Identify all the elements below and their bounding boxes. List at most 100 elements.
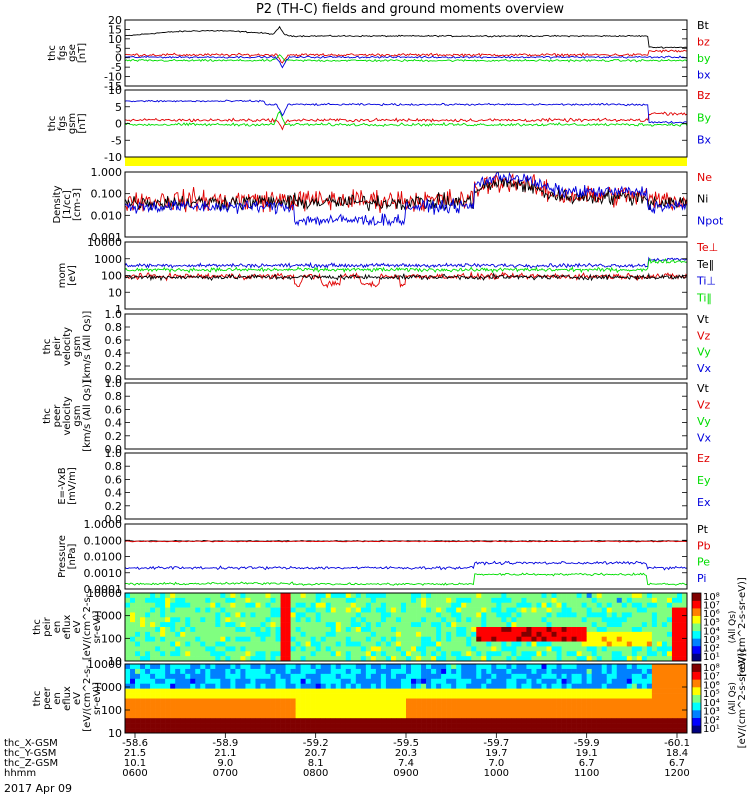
x-tick-label: -58.6 — [122, 738, 148, 749]
y-tick-label: 0.0001 — [84, 583, 123, 596]
legend-Pe: Pe — [697, 556, 710, 569]
y-tick-label: 0.2 — [105, 500, 123, 513]
y-tick-label: 1.0 — [105, 377, 123, 390]
x-tick-label: 19.7 — [485, 748, 507, 759]
panel-frame — [124, 452, 688, 520]
y-tick-label: 0.6 — [105, 473, 123, 486]
y-axis-label: velocity — [62, 327, 73, 366]
y-tick-label: 0.8 — [105, 321, 123, 334]
legend-Vt: Vt — [697, 313, 710, 326]
x-tick-label: 20.3 — [395, 748, 417, 759]
y-tick-label: 100 — [101, 270, 122, 283]
legend-Ez: Ez — [697, 452, 710, 465]
y-tick-label: -5 — [111, 61, 122, 74]
series-line-By — [124, 110, 688, 127]
y-axis-label: en — [52, 692, 63, 705]
series-line-Pb — [124, 540, 688, 543]
legend-Bz: Bz — [697, 89, 711, 102]
y-tick-label: 1.0 — [105, 308, 123, 321]
y-tick-label: 1000 — [94, 610, 122, 623]
y-tick-label: 0 — [115, 52, 122, 65]
data-quality-bar — [125, 157, 687, 166]
y-axis-label: eflux — [62, 615, 73, 640]
colorbar-tick: 10³ — [703, 707, 720, 718]
x-tick-label: 21.1 — [214, 748, 236, 759]
y-tick-label: 0.0010 — [84, 567, 123, 580]
y-axis-label: peer — [42, 686, 53, 710]
y-tick-label: 0.100 — [91, 188, 123, 201]
y-axis-label: thc — [32, 619, 43, 635]
legend-Vz: Vz — [697, 399, 711, 412]
series-line-bz — [124, 49, 688, 64]
y-tick-label: 0.1000 — [84, 534, 123, 547]
y-tick-label: 0.8 — [105, 460, 123, 473]
y-axis-label: [cm-3] — [72, 188, 83, 221]
y-axis-label: [km/s (All Qs)] — [82, 380, 93, 452]
colorbar-tick: 10⁴ — [703, 626, 720, 637]
colorbar-tick: 10² — [703, 715, 720, 726]
panel-7: 1.0000 0.1000 0.0100 0.0010 0.0001 Pressure [n… — [57, 518, 711, 596]
y-tick-label: 1000 — [94, 681, 122, 694]
colorbar-label: [eV/(cm^2-s-sr-eV)] — [737, 649, 748, 749]
y-tick-label: 5 — [115, 101, 122, 114]
y-tick-label: 10000 — [87, 658, 122, 671]
x-row-label: thc_X-GSM — [4, 738, 58, 749]
panel-frame — [124, 382, 688, 450]
y-axis-label: gsm — [72, 336, 83, 357]
y-tick-label: 20 — [108, 14, 122, 27]
y-tick-label: 100 — [101, 704, 122, 717]
x-tick-label: 1100 — [574, 768, 599, 779]
y-tick-label: 0.001 — [91, 231, 123, 244]
legend-by: by — [697, 52, 711, 65]
colorbar-tick: 10¹ — [703, 652, 720, 663]
y-axis-label: Pressure — [57, 535, 68, 578]
series-line-Ni — [124, 176, 688, 212]
legend-Vx: Vx — [697, 362, 712, 375]
y-tick-label: 0.0 — [105, 513, 123, 526]
colorbar-tick: 10³ — [703, 635, 720, 646]
colorbar-tick: 10² — [703, 643, 720, 654]
y-axis-label: Density — [52, 185, 63, 223]
x-tick-label: 19.1 — [576, 748, 598, 759]
y-tick-label: 0.2 — [105, 360, 123, 373]
panel-3: 10000 1000 100 10 1 mom [eV] Te⊥ Te‖ Ti⊥ Ti‖ — [57, 236, 718, 316]
y-tick-label: 1.000 — [91, 166, 123, 179]
y-tick-label: -10 — [104, 71, 122, 84]
y-tick-label: 100 — [101, 632, 122, 645]
series-line-Ti‖ — [124, 257, 688, 274]
y-tick-label: 1000 — [94, 253, 122, 266]
y-tick-label: 10000 — [87, 236, 122, 249]
y-tick-label: 10 — [108, 84, 122, 97]
legend-Bx: Bx — [697, 134, 712, 147]
y-axis-label: [eV] — [67, 265, 78, 286]
legend-Vz: Vz — [697, 329, 711, 342]
x-tick-label: -60.1 — [664, 738, 690, 749]
y-tick-label: 1.0 — [105, 447, 123, 460]
y-tick-label: 15 — [108, 23, 122, 36]
y-axis-label: eV — [72, 620, 83, 633]
series-line-by — [124, 54, 688, 63]
legend-bz: bz — [697, 36, 710, 49]
x-tick-label: 0600 — [122, 768, 147, 779]
series-line-Pi — [124, 560, 688, 571]
x-tick-label: -59.7 — [483, 738, 509, 749]
legend-bx: bx — [697, 69, 711, 82]
legend-Vy: Vy — [697, 346, 711, 359]
legend-Ti‖: Ti‖ — [696, 291, 712, 304]
x-tick-label: 21.5 — [124, 748, 146, 759]
y-axis-label: thc — [47, 116, 58, 132]
x-tick-label: -59.5 — [393, 738, 419, 749]
x-tick-label: 10.1 — [124, 758, 146, 769]
legend-Vy: Vy — [697, 415, 711, 428]
y-axis-label: thc — [47, 45, 58, 61]
spectrogram-8 — [125, 593, 688, 662]
y-axis-label: [eV/(cm^2-s- — [82, 665, 93, 732]
y-axis-label: [1/cc] — [62, 190, 73, 219]
